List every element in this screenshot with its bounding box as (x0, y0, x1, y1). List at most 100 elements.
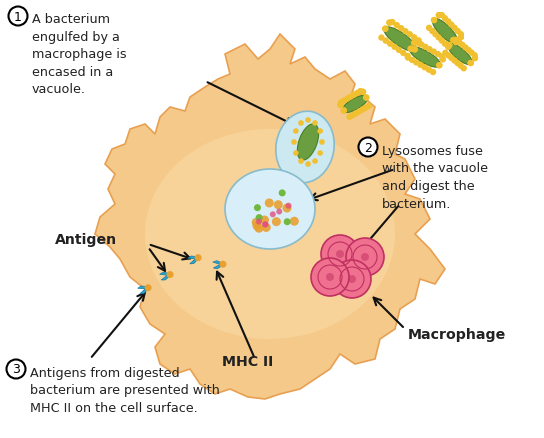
Circle shape (274, 201, 283, 210)
Circle shape (431, 18, 437, 24)
Circle shape (382, 26, 388, 33)
Circle shape (360, 89, 366, 96)
Circle shape (445, 45, 452, 51)
Ellipse shape (145, 130, 395, 339)
Circle shape (454, 61, 461, 67)
Circle shape (391, 45, 398, 51)
Circle shape (458, 35, 464, 41)
Circle shape (9, 7, 28, 26)
Polygon shape (95, 35, 445, 399)
Circle shape (346, 238, 384, 276)
Circle shape (442, 16, 448, 22)
Circle shape (412, 47, 418, 53)
Circle shape (440, 57, 446, 64)
Ellipse shape (276, 112, 334, 184)
Circle shape (286, 203, 292, 209)
Circle shape (312, 159, 318, 165)
Circle shape (359, 107, 366, 113)
Circle shape (453, 38, 460, 44)
Circle shape (341, 108, 347, 114)
Circle shape (472, 56, 478, 62)
Circle shape (305, 118, 311, 124)
Circle shape (455, 29, 461, 35)
Circle shape (356, 109, 362, 115)
Circle shape (7, 360, 26, 378)
Ellipse shape (432, 20, 458, 44)
Circle shape (459, 42, 466, 49)
Circle shape (407, 46, 414, 53)
Circle shape (272, 218, 281, 226)
Circle shape (436, 63, 442, 69)
Circle shape (362, 105, 369, 112)
Circle shape (407, 46, 414, 53)
Circle shape (416, 38, 422, 45)
Circle shape (363, 95, 369, 102)
Circle shape (450, 38, 456, 44)
Circle shape (439, 54, 445, 60)
Circle shape (263, 222, 269, 228)
Circle shape (467, 60, 474, 67)
Polygon shape (159, 272, 172, 276)
Circle shape (448, 22, 455, 29)
Polygon shape (213, 265, 225, 269)
Circle shape (400, 50, 406, 57)
Circle shape (436, 13, 442, 19)
Polygon shape (213, 261, 225, 265)
Circle shape (358, 138, 378, 157)
Circle shape (341, 98, 348, 104)
Circle shape (468, 50, 475, 57)
Circle shape (416, 41, 422, 47)
Circle shape (402, 29, 409, 35)
Circle shape (398, 26, 404, 32)
Circle shape (448, 56, 455, 62)
Circle shape (265, 199, 274, 208)
Circle shape (456, 40, 462, 46)
Circle shape (291, 140, 297, 145)
Circle shape (430, 49, 437, 56)
Circle shape (458, 32, 464, 38)
Circle shape (406, 32, 413, 39)
Text: Macrophage: Macrophage (408, 327, 506, 341)
Text: MHC II: MHC II (222, 354, 274, 368)
Circle shape (418, 42, 424, 49)
Circle shape (298, 121, 304, 127)
Circle shape (436, 13, 442, 19)
Circle shape (344, 96, 351, 102)
Circle shape (426, 47, 432, 53)
Circle shape (270, 212, 276, 218)
Ellipse shape (384, 28, 416, 52)
Circle shape (290, 217, 299, 226)
Circle shape (405, 55, 411, 62)
Polygon shape (188, 256, 200, 259)
Ellipse shape (225, 170, 315, 249)
Circle shape (461, 66, 467, 72)
Circle shape (438, 13, 445, 19)
Circle shape (319, 140, 325, 145)
Circle shape (338, 100, 344, 106)
Circle shape (284, 219, 290, 226)
Polygon shape (138, 286, 150, 289)
Text: 1: 1 (14, 11, 22, 24)
Circle shape (386, 21, 393, 27)
Circle shape (432, 32, 438, 38)
Circle shape (366, 103, 372, 110)
Circle shape (452, 25, 458, 32)
Circle shape (252, 218, 261, 227)
Circle shape (363, 95, 369, 102)
Circle shape (341, 108, 347, 114)
Circle shape (435, 35, 442, 42)
Circle shape (411, 40, 417, 47)
Circle shape (404, 53, 411, 60)
Circle shape (414, 40, 420, 46)
Circle shape (354, 91, 360, 97)
Circle shape (321, 236, 359, 273)
Circle shape (446, 42, 453, 49)
Text: Antigen: Antigen (55, 233, 117, 247)
Text: Antigens from digested
bacterium are presented with
MHC II on the cell surface.: Antigens from digested bacterium are pre… (30, 366, 220, 414)
Circle shape (378, 35, 385, 42)
Circle shape (452, 58, 458, 64)
Circle shape (425, 67, 432, 74)
Circle shape (393, 23, 400, 29)
Circle shape (462, 45, 469, 52)
Circle shape (422, 65, 428, 71)
